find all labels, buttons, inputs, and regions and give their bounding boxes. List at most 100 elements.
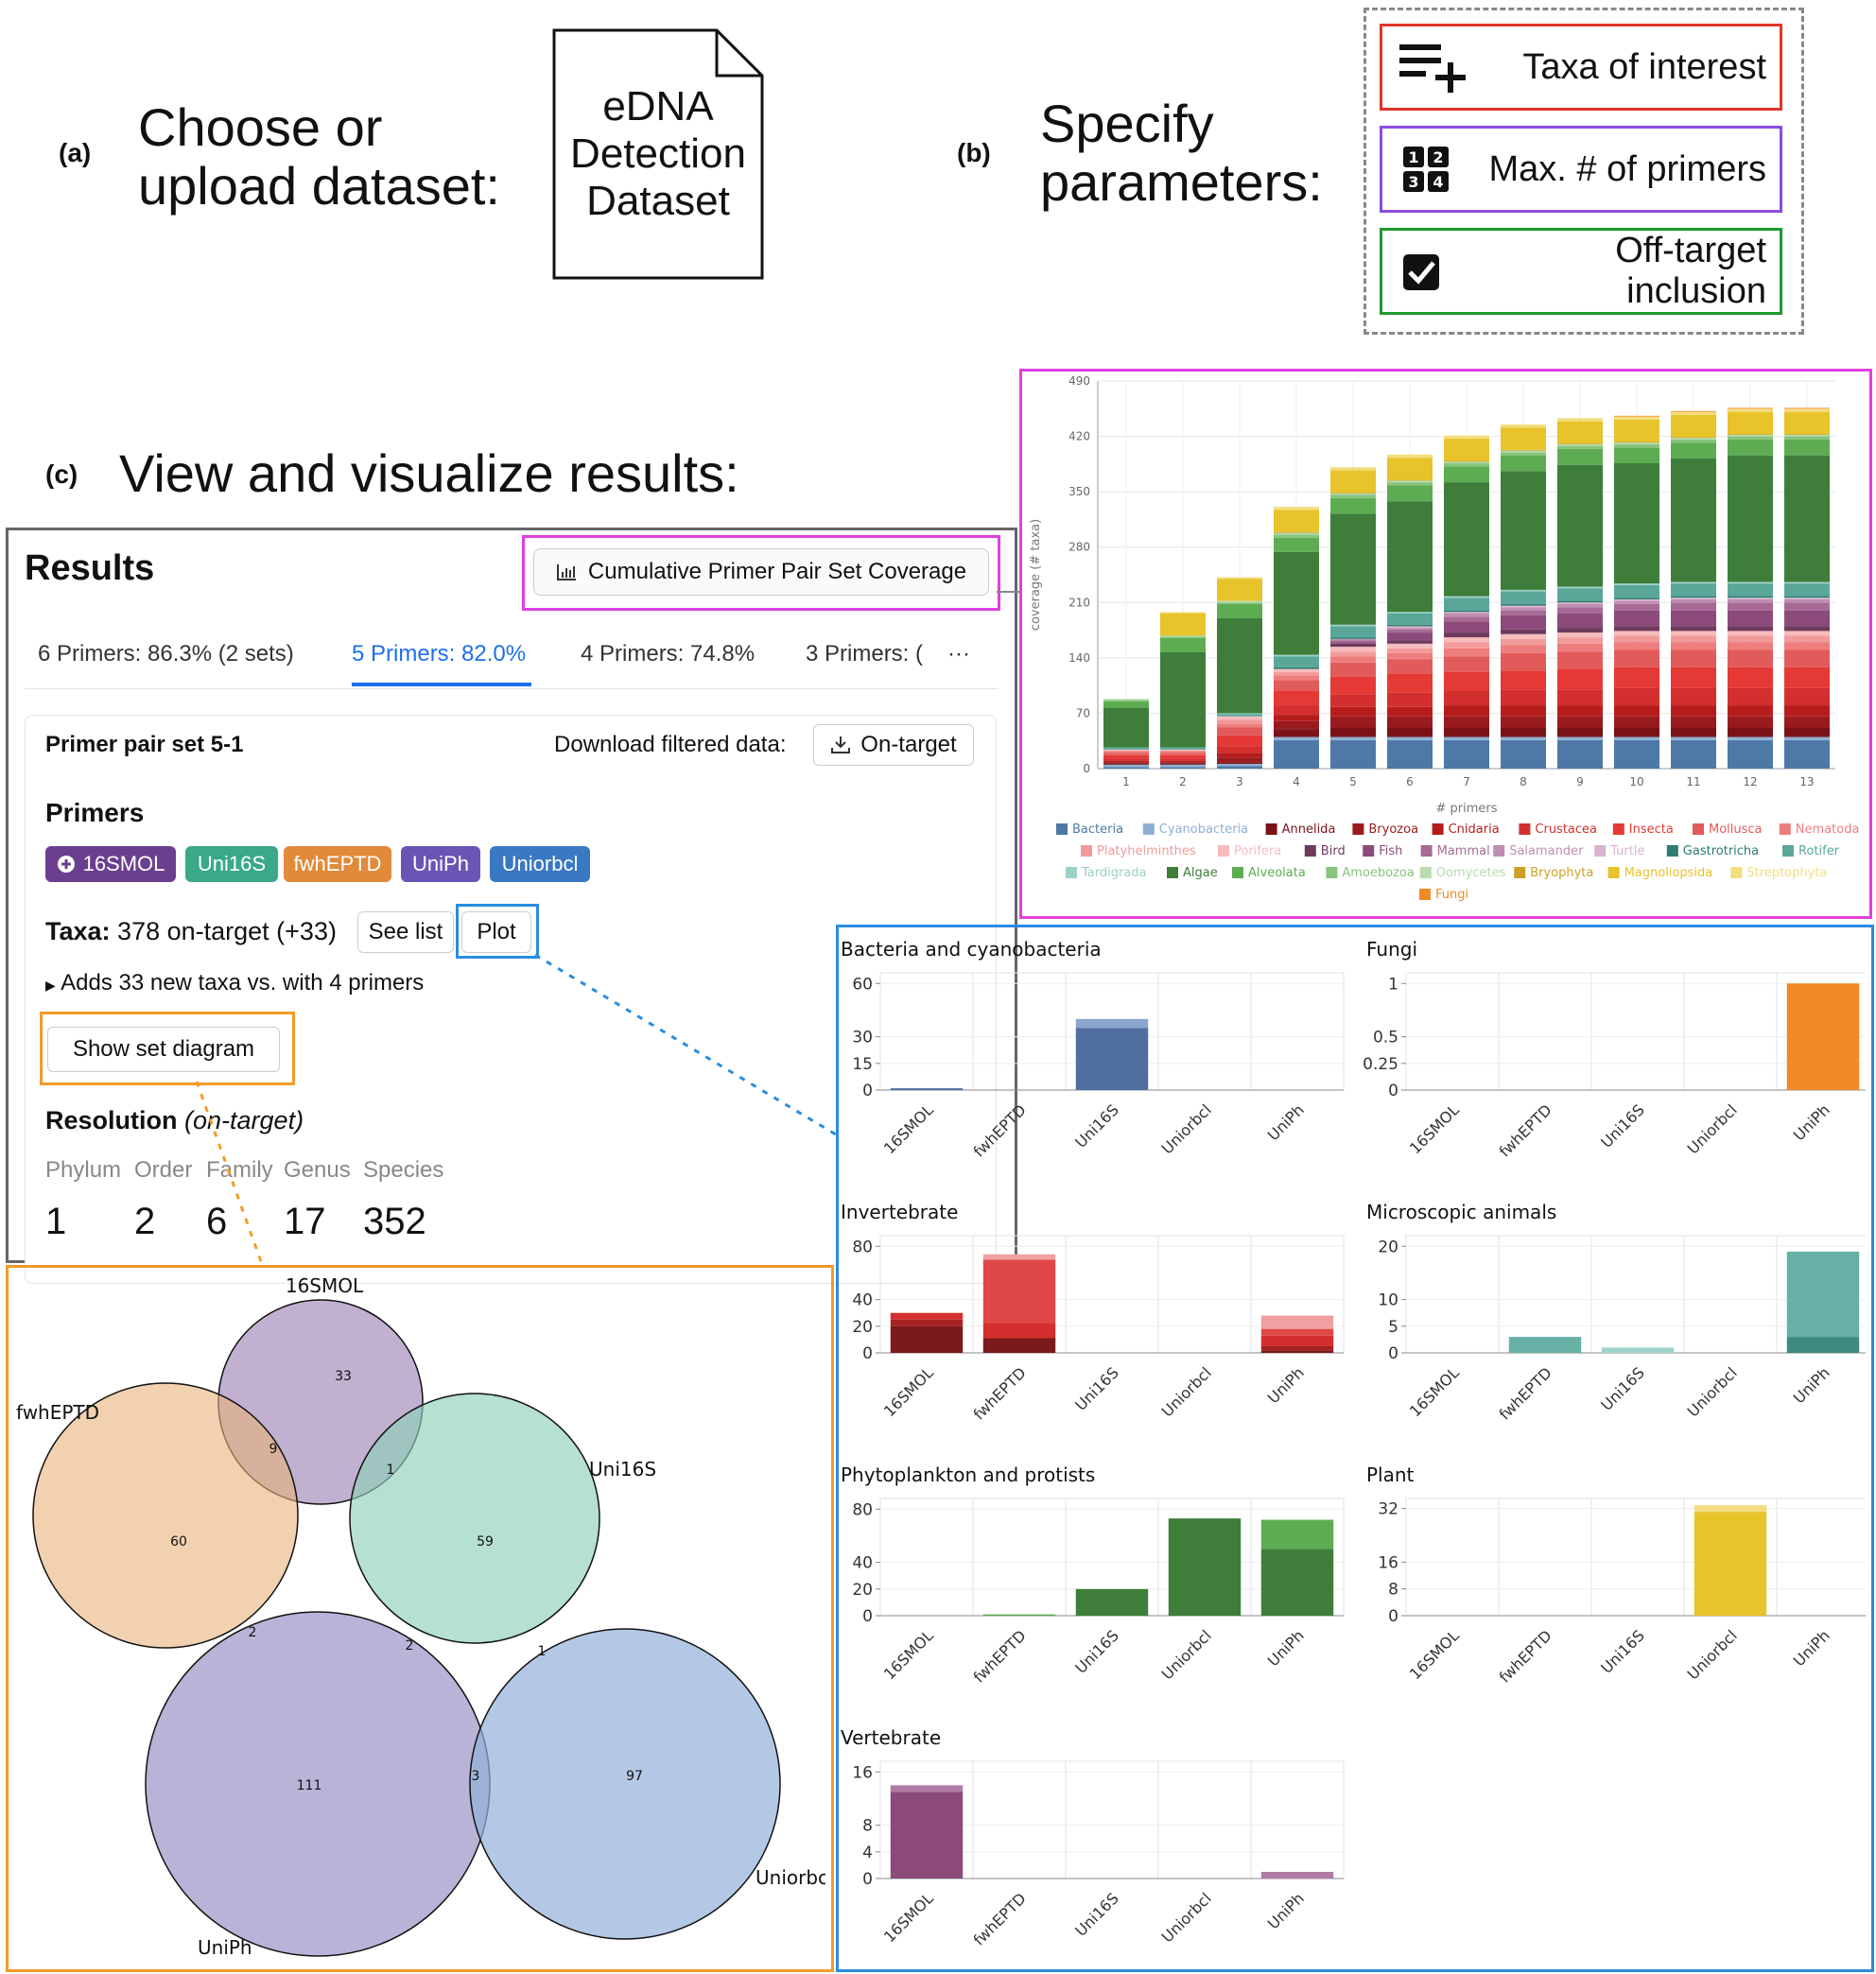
tab-3-primers[interactable]: 3 Primers: ( xyxy=(806,641,924,667)
cov-bar-segment xyxy=(1330,642,1376,644)
group-xtick-label: Uniorbcl xyxy=(1158,1889,1215,1946)
group-plot-title: Bacteria and cyanobacteria xyxy=(841,938,1102,961)
cov-bar-segment xyxy=(1330,637,1376,639)
res-phylum-label: Phylum xyxy=(45,1157,122,1183)
group-xtick-label: Uniorbcl xyxy=(1684,1363,1741,1420)
cov-bar-segment xyxy=(1160,750,1206,752)
group-ytick-label: 16 xyxy=(1378,1553,1398,1572)
primer-tag-16SMOL[interactable]: 16SMOL xyxy=(45,846,176,882)
cov-bar-segment xyxy=(1728,434,1773,435)
tab-4-primers[interactable]: 4 Primers: 74.8% xyxy=(581,641,756,667)
document-icon[interactable] xyxy=(552,28,764,280)
cov-bar-segment xyxy=(1501,610,1546,615)
cov-legend-swatch xyxy=(1432,823,1444,835)
cov-bar-segment xyxy=(1614,603,1659,611)
group-ytick-label: 20 xyxy=(852,1318,873,1337)
param-taxa-of-interest[interactable]: Taxa of interest xyxy=(1380,24,1782,111)
cov-legend-swatch xyxy=(1693,823,1704,835)
group-ytick-label: 40 xyxy=(852,1291,873,1310)
show-set-diagram-button[interactable]: Show set diagram xyxy=(47,1027,280,1072)
group-plot-title: Phytoplankton and protists xyxy=(841,1463,1095,1486)
cov-bar-segment xyxy=(1444,614,1489,617)
cov-bar-segment xyxy=(1444,648,1489,657)
cov-bar-segment xyxy=(1614,739,1659,769)
group-bar-segment xyxy=(1694,1505,1767,1513)
cov-bar-segment xyxy=(1274,739,1319,769)
group-bar-segment xyxy=(1260,1549,1334,1616)
primer-tag-fwhEPTD[interactable]: fwhEPTD xyxy=(284,846,391,882)
cov-bar-segment xyxy=(1671,439,1716,443)
group-bar-segment xyxy=(1786,1251,1860,1338)
cov-bar-segment xyxy=(1671,739,1716,769)
cov-legend-label: Amoebozoa xyxy=(1342,866,1414,880)
venn-set-Uni16S xyxy=(349,1393,600,1644)
group-xtick-label: Uni16S xyxy=(1071,1889,1122,1940)
cov-bar-segment xyxy=(1387,454,1433,459)
group-ytick-label: 0 xyxy=(1388,1607,1398,1626)
cov-bar-segment xyxy=(1501,452,1546,456)
tab-5-primers[interactable]: 5 Primers: 82.0% xyxy=(352,641,527,667)
cov-bar-segment xyxy=(1103,699,1149,701)
cov-bar-segment xyxy=(1274,507,1319,511)
cov-bar-segment xyxy=(1784,434,1830,435)
cov-legend-swatch xyxy=(1081,845,1092,857)
cov-ytick-label: 350 xyxy=(1068,485,1090,498)
cov-xtick-label: 13 xyxy=(1799,775,1814,788)
expand-triangle-icon: ▶ xyxy=(45,978,56,993)
adds-taxa-toggle[interactable]: ▶ Adds 33 new taxa vs. with 4 primers xyxy=(45,970,424,996)
cov-bar-segment xyxy=(1728,739,1773,769)
cov-bar-segment xyxy=(1444,439,1489,461)
cov-bar-segment xyxy=(1160,652,1206,748)
plot-button[interactable]: Plot xyxy=(461,911,531,953)
group-xtick-label: Uni16S xyxy=(1071,1363,1122,1414)
download-label: Download filtered data: xyxy=(554,732,787,757)
param-off-target[interactable]: Off-target inclusion xyxy=(1380,228,1782,315)
cov-bar-segment xyxy=(1387,736,1433,740)
cov-bar-segment xyxy=(1160,764,1206,768)
cov-bar-segment xyxy=(1728,598,1773,603)
group-xtick-label: fwhEPTD xyxy=(970,1100,1030,1160)
panel-a-heading: Choose or upload dataset: xyxy=(138,98,500,216)
primer-tag-Uni16S[interactable]: Uni16S xyxy=(185,846,278,882)
group-xtick-label: UniPh xyxy=(1264,1626,1308,1670)
group-ytick-label: 1 xyxy=(1388,975,1398,994)
cov-bar-segment xyxy=(1387,640,1433,644)
cov-bar-segment xyxy=(1728,705,1773,717)
cov-bar-segment xyxy=(1671,597,1716,599)
coverage-button-label: Cumulative Primer Pair Set Coverage xyxy=(587,559,967,584)
coverage-chart-button[interactable]: Cumulative Primer Pair Set Coverage xyxy=(533,548,989,596)
cov-bar-segment xyxy=(1387,612,1433,614)
cov-bar-segment xyxy=(1387,629,1433,633)
cov-bar-segment xyxy=(1671,438,1716,440)
cov-bar-segment xyxy=(1557,727,1603,737)
cov-bar-segment xyxy=(1614,416,1659,420)
plot-highlight xyxy=(456,904,539,959)
group-xtick-label: UniPh xyxy=(1790,1363,1833,1407)
group-xtick-label: fwhEPTD xyxy=(1496,1626,1555,1686)
cov-legend-swatch xyxy=(1363,845,1375,857)
download-on-target-button[interactable]: On-target xyxy=(813,724,974,766)
res-species-value: 352 xyxy=(363,1201,426,1242)
cov-bar-segment xyxy=(1217,716,1262,720)
see-list-button[interactable]: See list xyxy=(357,911,454,953)
cov-bar-segment xyxy=(1501,727,1546,737)
cov-bar-segment xyxy=(1671,635,1716,643)
primer-tag-Uniorbcl[interactable]: Uniorbcl xyxy=(490,846,590,882)
cov-bar-segment xyxy=(1444,632,1489,638)
res-order-value: 2 xyxy=(134,1201,156,1242)
cov-bar-segment xyxy=(1501,591,1546,604)
cov-bar-segment xyxy=(1103,763,1149,765)
group-xtick-label: UniPh xyxy=(1790,1626,1833,1670)
cov-bar-segment xyxy=(1557,739,1603,769)
cov-bar-segment xyxy=(1444,691,1489,706)
tab-6-primers[interactable]: 6 Primers: 86.3% (2 sets) xyxy=(38,641,294,667)
res-genus-label: Genus xyxy=(284,1157,351,1183)
cov-bar-segment xyxy=(1274,654,1319,657)
tabs-more-button[interactable]: ··· xyxy=(947,641,970,667)
coverage-chart-frame: 0 70 140 210 280 350 420 490 1 2 3 4 5 6 7 8 9 10 11 12 13 # … xyxy=(1019,369,1872,919)
primer-tag-UniPh[interactable]: UniPh xyxy=(401,846,480,882)
param-max-primers[interactable]: 1 2 3 4 Max. # of primers xyxy=(1380,126,1782,213)
group-bar-segment xyxy=(1260,1335,1334,1346)
cov-bar-segment xyxy=(1444,637,1489,643)
